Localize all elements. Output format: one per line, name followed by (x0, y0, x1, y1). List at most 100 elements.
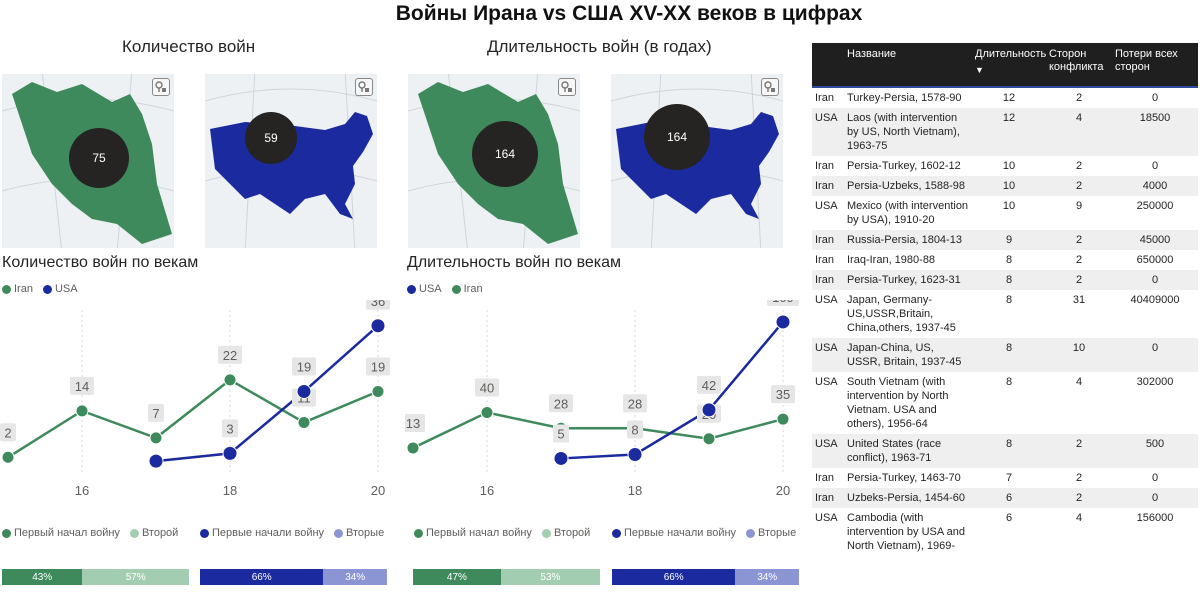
data-label: 109 (767, 300, 799, 306)
data-point-iran (776, 412, 790, 426)
data-point-iran (297, 415, 311, 429)
cell-losses: 40409000 (1130, 294, 1180, 306)
map-pin-icon[interactable] (152, 78, 170, 96)
wars-table[interactable]: Название Длительность ▼ Сторон конфликта … (812, 43, 1198, 593)
cell-duration: 8 (972, 338, 1046, 372)
x-tick-label: 16 (480, 483, 494, 498)
x-tick-label: 20 (371, 483, 385, 498)
cell-country: USA (812, 338, 844, 372)
data-label-text: 5 (557, 426, 564, 441)
table-row[interactable]: USA Laos (with intervention by US, North … (812, 108, 1198, 156)
series-line-iran (412, 411, 784, 450)
table-row[interactable]: Iran Persia-Uzbeks, 1588-98 10 2 4000 (812, 176, 1198, 196)
cell-name: Russia-Persia, 1804-13 (844, 230, 972, 250)
data-label: 14 (70, 376, 94, 395)
split3-bar: 47% 53% (413, 569, 600, 585)
col-header-country[interactable] (812, 43, 844, 88)
data-label-text: 3 (226, 421, 233, 436)
data-label-text: 28 (628, 396, 642, 411)
data-label: 3 (222, 419, 238, 438)
table-row[interactable]: Iran Persia-Turkey, 1463-70 7 2 0 (812, 468, 1198, 488)
split4-second: 34% (735, 569, 799, 585)
page-title: Войны Ирана vs США XV-XX веков в цифрах (395, 2, 863, 25)
col-header-duration[interactable]: Длительность ▼ (972, 43, 1046, 88)
series-line-usa (560, 321, 784, 460)
data-point-usa (148, 453, 164, 469)
table-row[interactable]: Iran Russia-Persia, 1804-13 9 2 45000 (812, 230, 1198, 250)
data-point-usa (701, 402, 717, 418)
cell-losses: 302000 (1136, 376, 1174, 388)
sort-desc-icon: ▼ (975, 65, 984, 75)
cell-country: Iran (815, 254, 834, 266)
bubble-value: 164 (667, 130, 687, 144)
data-label-text: 28 (554, 396, 568, 411)
data-label: 22 (218, 345, 242, 364)
map-usa-duration[interactable]: 164 (611, 74, 783, 248)
cell-name: Cambodia (with intervention by USA and N… (847, 512, 966, 552)
cell-name: Mexico (with intervention by USA), 1910-… (847, 200, 969, 226)
split3-second: 53% (500, 569, 600, 585)
cell-duration: 10 (972, 176, 1046, 196)
cell-losses: 0 (1112, 488, 1198, 508)
table-row[interactable]: USA Japan, Germany-US,USSR,Britain, China… (812, 290, 1198, 338)
data-label: 40 (475, 378, 499, 397)
chart1-title: Количество войн по векам (2, 254, 199, 271)
cell-losses: 45000 (1112, 230, 1198, 250)
cell-sides: 31 (1072, 294, 1086, 306)
data-label: 19 (292, 357, 316, 376)
cell-sides: 4 (1075, 512, 1083, 524)
cell-country: Iran (812, 230, 844, 250)
data-label-text: 2 (4, 425, 11, 440)
cell-sides: 2 (1046, 230, 1112, 250)
map-usa-count[interactable]: 59 (205, 74, 377, 248)
series-line-iran (7, 378, 379, 459)
cell-duration: 8 (1005, 294, 1013, 306)
data-label: 35 (771, 385, 795, 404)
map-iran-count[interactable]: 75 (2, 74, 174, 248)
split1-second: 57% (82, 569, 189, 585)
table-row[interactable]: USA Japan-China, US, USSR, Britain, 1937-… (812, 338, 1198, 372)
data-point-iran (223, 373, 237, 387)
legend-item-usa: USA (42, 283, 78, 295)
table-row[interactable]: Iran Uzbeks-Persia, 1454-60 6 2 0 (812, 488, 1198, 508)
data-point-iran (406, 441, 420, 455)
table-row[interactable]: Iran Persia-Turkey, 1602-12 10 2 0 (812, 156, 1198, 176)
map-pin-icon[interactable] (558, 78, 576, 96)
bubble: 164 (472, 121, 538, 187)
table-row[interactable]: USA South Vietnam (with intervention by N… (812, 372, 1198, 434)
col-header-losses[interactable]: Потери всех сторон (1112, 43, 1198, 88)
chart1-legend: Iran USA (2, 283, 84, 295)
data-label: 19 (366, 357, 390, 376)
cell-losses: 650000 (1136, 254, 1174, 266)
cell-losses: 250000 (1136, 200, 1174, 212)
split2-first: 66% (200, 569, 324, 585)
x-tick-label: 18 (223, 483, 237, 498)
table-row[interactable]: Iran Turkey-Persia, 1578-90 12 2 0 (812, 87, 1198, 108)
col-header-name[interactable]: Название (844, 43, 972, 88)
legend-item-iran: Iran (2, 283, 33, 295)
cell-duration: 12 (1002, 92, 1016, 104)
data-label: 5 (553, 424, 569, 443)
cell-sides: 2 (1075, 472, 1083, 484)
map-iran-duration[interactable]: 164 (408, 74, 580, 248)
table-row[interactable]: USA Cambodia (with intervention by USA an… (812, 508, 1198, 556)
data-label: 2 (0, 423, 16, 442)
bubble-value: 75 (92, 151, 106, 165)
cell-duration: 8 (972, 434, 1046, 468)
table-row[interactable]: USA Mexico (with intervention by USA), 19… (812, 196, 1198, 230)
table-row[interactable]: USA United States (race conflict), 1963-7… (812, 434, 1198, 468)
table-row[interactable]: Iran Persia-Turkey, 1623-31 8 2 0 (812, 270, 1198, 290)
data-label-text: 109 (772, 300, 794, 305)
data-label: 28 (623, 394, 647, 413)
table-row[interactable]: Iran Iraq-Iran, 1980-88 8 2 650000 (812, 250, 1198, 270)
data-label-text: 8 (631, 423, 638, 438)
col-header-sides[interactable]: Сторон конфликта (1046, 43, 1112, 88)
data-label: 7 (148, 403, 164, 422)
x-tick-label: 16 (75, 483, 89, 498)
split3-legend: Первый начал войну Второй (414, 527, 596, 539)
cell-sides: 10 (1046, 338, 1112, 372)
cell-name: Turkey-Persia, 1578-90 (847, 92, 962, 104)
map-pin-icon[interactable] (761, 78, 779, 96)
legend-item-usa: USA (407, 283, 442, 295)
map-pin-icon[interactable] (355, 78, 373, 96)
